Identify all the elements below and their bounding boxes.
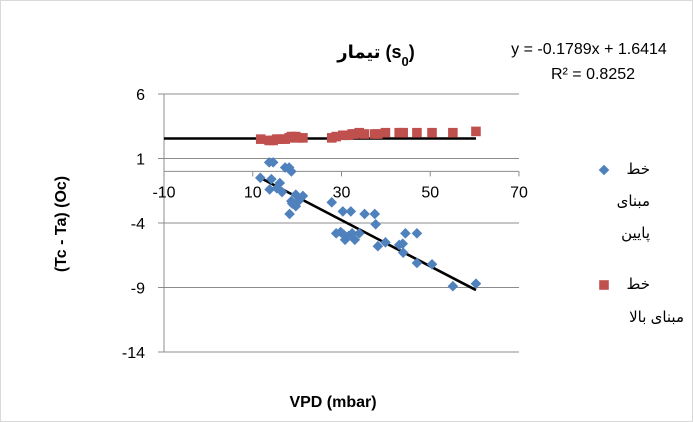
chart-title-text: تیمار (s [336, 42, 401, 62]
legend-marker-upper-baseline [599, 280, 609, 290]
trendline-equation: y = -0.1789x + 1.6414 [511, 41, 667, 58]
data-point-lower-baseline [397, 247, 409, 258]
data-point-upper-baseline [354, 127, 365, 138]
r-squared: R² = 0.8252 [551, 66, 635, 83]
legend-label-upper-baseline: خط [626, 276, 650, 293]
legend-label-lower-baseline: خط [626, 161, 650, 178]
data-point-lower-baseline [293, 195, 304, 207]
data-point-lower-baseline [338, 229, 350, 240]
data-point-upper-baseline [373, 129, 383, 139]
tick-labels: 6 1 -4 -9 -14 -10 10 30 50 70 [122, 87, 528, 362]
gridlines [164, 93, 519, 353]
chart-title: تیمار (s0) [336, 42, 415, 69]
x-tick-label: 10 [244, 184, 262, 201]
y-tick-label: -9 [131, 281, 145, 298]
data-point-lower-baseline [271, 182, 283, 194]
data-point-upper-baseline [398, 127, 408, 138]
data-point-lower-baseline [349, 234, 361, 246]
data-point-lower-baseline [359, 208, 370, 220]
x-tick-label: -10 [152, 184, 175, 201]
data-point-lower-baseline [337, 206, 349, 217]
data-point-lower-baseline [267, 157, 279, 168]
data-point-lower-baseline [447, 280, 459, 292]
chart-title-subscript: 0 [402, 54, 409, 69]
data-point-lower-baseline [345, 206, 357, 217]
x-tick-label: 50 [421, 184, 439, 201]
data-point-lower-baseline [411, 228, 423, 239]
data-point-lower-baseline [380, 237, 391, 248]
y-axis-label: (Tc - Ta) (Oc) [53, 176, 70, 272]
data-point-upper-baseline [412, 127, 422, 138]
data-point-lower-baseline [284, 208, 295, 220]
data-point-lower-baseline [372, 240, 384, 252]
data-point-lower-baseline [426, 258, 438, 270]
data-point-upper-baseline [255, 134, 266, 144]
data-point-lower-baseline [264, 184, 275, 195]
x-axis-label: VPD (mbar) [289, 394, 376, 411]
data-point-lower-baseline [369, 208, 381, 220]
data-point-upper-baseline [359, 129, 370, 139]
x-tick-label: 30 [333, 184, 351, 201]
data-point-upper-baseline [338, 130, 348, 141]
data-point-lower-baseline [339, 234, 351, 246]
data-point-upper-baseline [427, 127, 437, 138]
y-tick-label: -4 [131, 216, 145, 233]
data-point-lower-baseline [266, 173, 277, 185]
y-tick-label: -14 [122, 345, 145, 362]
chart-title-close: ) [409, 42, 415, 62]
axes [158, 93, 520, 353]
data-point-lower-baseline [276, 186, 288, 198]
data-point-lower-baseline [330, 228, 342, 239]
data-point-lower-baseline [397, 238, 409, 249]
data-point-upper-baseline [275, 134, 285, 144]
data-point-upper-baseline [298, 133, 308, 143]
legend-label-lower-baseline: پایین [621, 225, 650, 243]
data-point-lower-baseline [353, 228, 365, 239]
x-tick-label: 70 [510, 184, 528, 201]
data-point-lower-baseline [400, 228, 411, 239]
data-point-lower-baseline [290, 189, 302, 200]
data-point-lower-baseline [335, 226, 346, 238]
data-point-lower-baseline [346, 228, 358, 239]
data-point-lower-baseline [274, 177, 286, 189]
legend-label-lower-baseline: مبنای [617, 193, 650, 210]
data-point-lower-baseline [254, 172, 266, 184]
data-point-lower-baseline [286, 166, 297, 177]
data-point-upper-baseline [380, 127, 391, 138]
data-point-lower-baseline [470, 278, 482, 289]
data-point-upper-baseline [471, 126, 481, 137]
data-point-lower-baseline [326, 197, 338, 208]
data-point-lower-baseline [290, 200, 302, 212]
data-point-lower-baseline [286, 198, 298, 209]
data-points [254, 126, 482, 292]
data-point-lower-baseline [411, 257, 423, 269]
legend-marker-lower-baseline [598, 164, 610, 176]
legend-label-upper-baseline: مبنای بالا [629, 309, 684, 326]
y-tick-label: 6 [136, 87, 145, 104]
data-point-lower-baseline [370, 218, 381, 230]
data-point-upper-baseline [331, 131, 341, 142]
data-point-upper-baseline [448, 127, 458, 138]
y-tick-label: 1 [136, 152, 145, 169]
data-point-lower-baseline [297, 190, 309, 202]
legend: خط مبنای پایین خط مبنای بالا [598, 161, 684, 326]
